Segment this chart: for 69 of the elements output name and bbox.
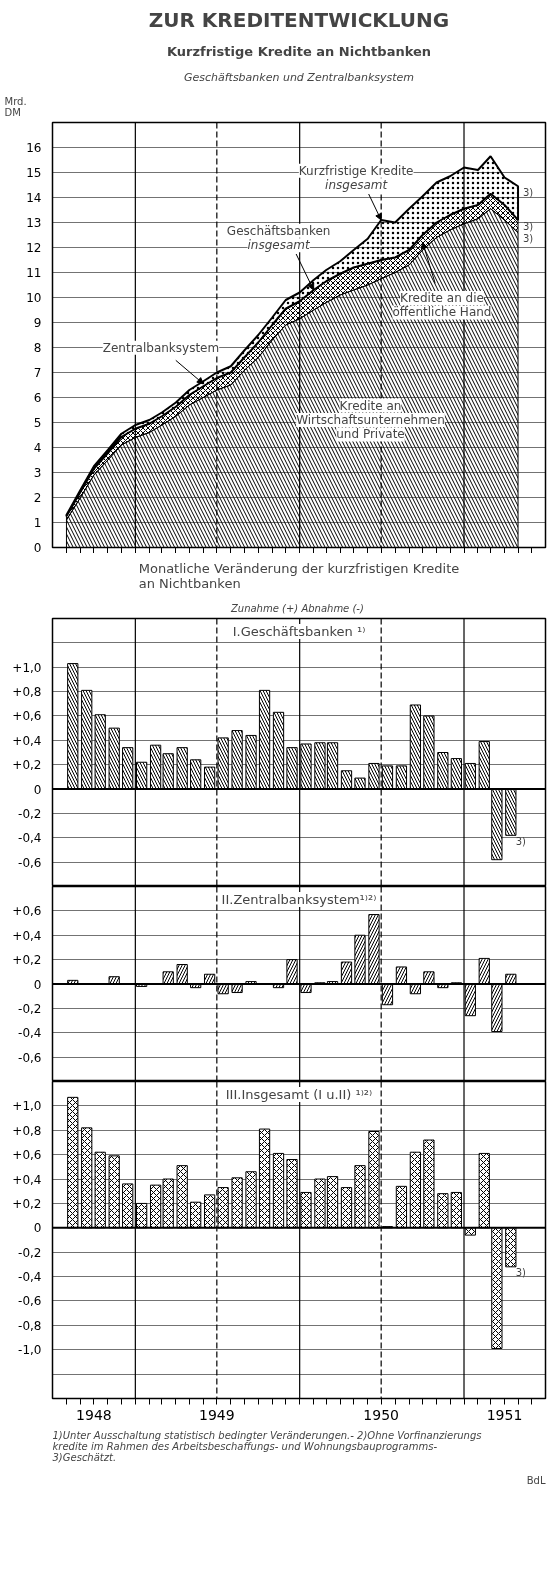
- text: III.Insgesamt (I u.II) ¹⁾²⁾: [225, 1087, 373, 1102]
- y-tick-label: +0,6: [12, 709, 42, 724]
- chart-title: Monatliche Veränderung der kurzfristigen Kredite an Nichtbanken: [138, 560, 460, 591]
- y-tick-label: 10: [26, 291, 42, 305]
- text: 1)Unter Ausschaltung statistisch bedingter Veränderungen.- 2)Ohne Vorfinanzierungs kredite im Rahmen des Arbeitsbeschaffungs- und Wohnungsbauprogramms- 3)Geschätzt.: [52, 1429, 482, 1463]
- x-tick-label: 1951: [486, 1406, 523, 1423]
- y-tick-label: 0: [33, 977, 42, 992]
- y-tick-label: 9: [33, 316, 42, 330]
- y-tick-label: -0,2: [18, 1245, 42, 1260]
- y-tick-label: +1,0: [12, 660, 42, 675]
- y-tick-label: 12: [26, 241, 42, 255]
- y-tick-label: +0,4: [12, 1172, 42, 1187]
- x-tick-label: 1950: [363, 1406, 399, 1423]
- y-axis-title: Mrd. DM: [4, 95, 27, 118]
- series-label: Kredite an die öffentliche Hand: [392, 291, 492, 320]
- y-tick-label: -0,8: [18, 1318, 42, 1333]
- annotation: 3): [515, 1267, 527, 1279]
- chart-subtitle: Zunahme (+) Abnahme (-): [229, 602, 364, 614]
- y-tick-label: -0,6: [18, 1294, 42, 1309]
- y-tick-label: +0,4: [12, 733, 42, 748]
- y-tick-label: +0,6: [12, 904, 42, 919]
- y-tick-label: 3: [33, 466, 42, 480]
- y-tick-label: 13: [26, 216, 42, 230]
- y-tick-label: 2: [33, 491, 42, 505]
- y-tick-label: +1,0: [12, 1099, 42, 1114]
- y-tick-label: 5: [33, 416, 42, 430]
- y-tick-label: -0,4: [18, 1026, 42, 1041]
- y-tick-label: -0,2: [18, 806, 42, 821]
- annotation: Kurzfristige Kredite insgesamt: [298, 163, 414, 193]
- annotation: 3): [522, 186, 534, 198]
- y-tick-label: 16: [26, 141, 42, 155]
- y-tick-label: +0,8: [12, 685, 42, 700]
- annotation: Geschäftsbanken insgesamt: [226, 223, 331, 253]
- y-tick-label: 6: [33, 391, 42, 405]
- y-tick-label: -0,2: [18, 1001, 42, 1016]
- chart-subtitle: Kurzfristige Kredite an Nichtbanken: [166, 43, 432, 59]
- y-tick-label: 4: [33, 441, 42, 455]
- y-tick-label: +0,2: [12, 758, 42, 773]
- series-label: Kredite an Wirtschaftsunternehmen und Private: [296, 398, 445, 442]
- y-tick-label: -0,6: [18, 1050, 42, 1065]
- y-tick-label: -0,4: [18, 831, 42, 846]
- y-tick-label: +0,2: [12, 953, 42, 968]
- annotation: 3): [515, 835, 527, 847]
- y-tick-label: 8: [33, 341, 42, 355]
- y-tick-label: 0: [33, 782, 42, 797]
- y-tick-label: 0: [33, 541, 42, 555]
- y-tick-label: +0,2: [12, 1196, 42, 1211]
- text: BdL: [526, 1474, 546, 1486]
- y-tick-label: -0,6: [18, 855, 42, 870]
- y-tick-label: 0: [33, 1221, 42, 1236]
- y-tick-label: 15: [26, 166, 42, 180]
- y-tick-label: 7: [33, 366, 42, 380]
- x-tick-label: 1949: [199, 1406, 235, 1423]
- y-tick-label: +0,8: [12, 1123, 42, 1138]
- text: Geschäftsbanken und Zentralbanksystem: [183, 70, 415, 84]
- y-tick-label: -0,4: [18, 1270, 42, 1285]
- x-tick-label: 1948: [76, 1406, 112, 1423]
- y-tick-label: -1,0: [18, 1343, 42, 1358]
- y-tick-label: 11: [26, 266, 42, 280]
- y-tick-label: 14: [26, 191, 42, 205]
- annotation: 3): [522, 220, 534, 232]
- series-label: Zentralbanksystem: [102, 340, 220, 355]
- series-label: II.Zentralbanksystem¹⁾²⁾: [221, 892, 377, 907]
- text: I.Geschäftsbanken ¹⁾: [232, 624, 366, 639]
- y-tick-label: +0,4: [12, 928, 42, 943]
- chart-title: ZUR KREDITENTWICKLUNG: [148, 7, 450, 32]
- annotation: 3): [522, 233, 534, 244]
- y-tick-label: 1: [33, 516, 42, 530]
- y-tick-label: +0,6: [12, 1148, 42, 1163]
